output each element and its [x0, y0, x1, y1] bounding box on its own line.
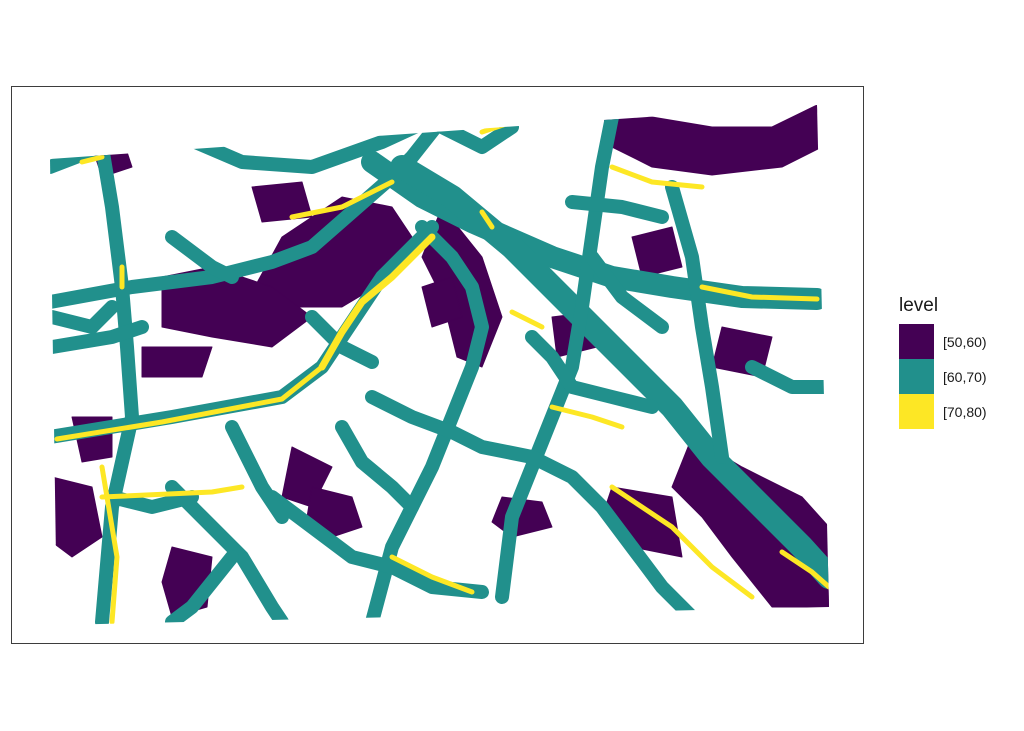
legend-label: [60,70)	[943, 368, 987, 385]
legend-title: level	[899, 295, 939, 316]
legend: level [50,60) [60,70) [70,80)	[899, 295, 987, 429]
zone-70-80	[54, 119, 829, 625]
legend-swatch	[899, 394, 934, 429]
legend-item-70-80: [70,80)	[899, 394, 987, 429]
legend-item-60-70: [60,70)	[899, 359, 987, 394]
legend-item-50-60: [50,60)	[899, 324, 987, 359]
legend-swatch	[899, 324, 934, 359]
noise-map	[50, 105, 829, 625]
legend-swatch	[899, 359, 934, 394]
legend-label: [70,80)	[943, 403, 987, 420]
legend-label: [50,60)	[943, 333, 987, 350]
map-panel	[11, 86, 864, 644]
